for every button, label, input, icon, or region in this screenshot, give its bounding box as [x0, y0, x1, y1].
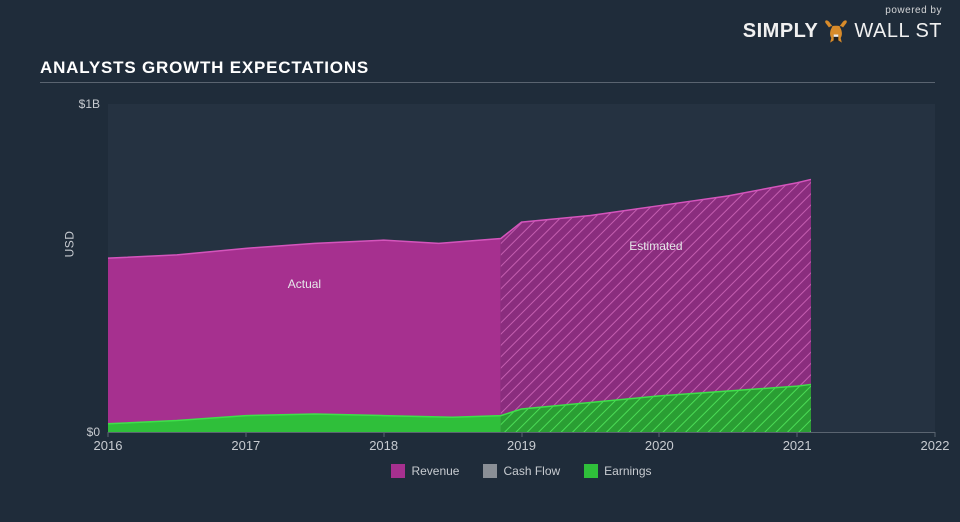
y-axis-label: USD	[62, 231, 76, 258]
x-tick-label: 2017	[231, 438, 260, 453]
x-tick-label: 2019	[507, 438, 536, 453]
legend-swatch-earnings	[584, 464, 598, 478]
brand-name-bold: SIMPLY	[743, 21, 819, 41]
brand-name-light: WALL ST	[854, 21, 942, 41]
legend-label-cashflow: Cash Flow	[503, 464, 560, 478]
x-tick-label: 2020	[645, 438, 674, 453]
legend-swatch-revenue	[391, 464, 405, 478]
legend-item-revenue: Revenue	[391, 464, 459, 478]
bull-logo-icon	[822, 17, 850, 45]
x-axis-line	[108, 432, 935, 433]
x-tick-label: 2021	[783, 438, 812, 453]
brand-powered-by: powered by	[743, 6, 942, 16]
revenue-area-actual	[108, 238, 501, 432]
x-tick-label: 2022	[921, 438, 950, 453]
brand-block: powered by SIMPLY WALL ST	[743, 6, 942, 45]
legend-label-revenue: Revenue	[411, 464, 459, 478]
chart-plot-area: Actual Estimated	[108, 104, 935, 432]
chart-legend: Revenue Cash Flow Earnings	[108, 464, 935, 478]
y-tick-label: $1B	[79, 97, 100, 111]
x-tick-label: 2018	[369, 438, 398, 453]
chart-areas-svg	[108, 104, 935, 432]
brand-name: SIMPLY WALL ST	[743, 17, 942, 45]
legend-item-cashflow: Cash Flow	[483, 464, 560, 478]
y-tick-label: $0	[87, 425, 100, 439]
legend-item-earnings: Earnings	[584, 464, 651, 478]
chart-title: ANALYSTS GROWTH EXPECTATIONS	[40, 58, 369, 78]
x-tick-label: 2016	[94, 438, 123, 453]
legend-label-earnings: Earnings	[604, 464, 651, 478]
legend-swatch-cashflow	[483, 464, 497, 478]
title-underline	[40, 82, 935, 83]
